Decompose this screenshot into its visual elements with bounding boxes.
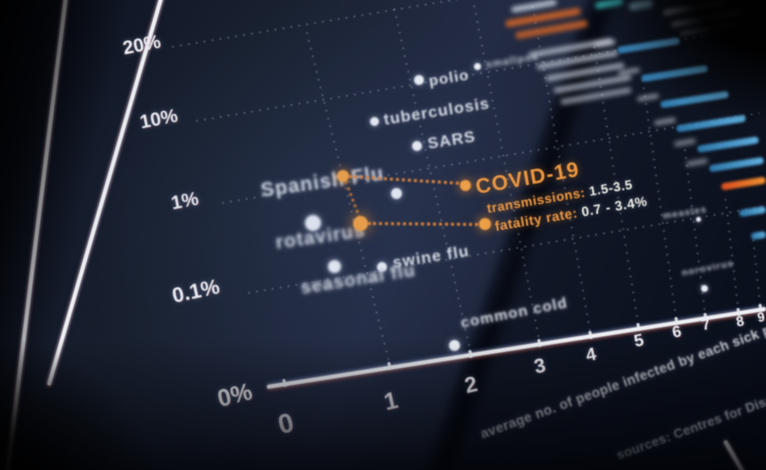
point-label-spanish-flu: Spanish Flu xyxy=(259,162,386,202)
covid-corner-dot-tr xyxy=(460,180,471,191)
y-label-1pct: 1% xyxy=(169,188,201,215)
gridline-20pct xyxy=(171,0,478,48)
data-point-measles xyxy=(696,217,701,222)
point-label-seasonal-flu: seasonal flu xyxy=(299,259,418,298)
data-point-smallpox xyxy=(474,63,481,70)
y-label-20pct: 20% xyxy=(121,31,163,60)
covid-corner-dot-br xyxy=(479,218,491,230)
covid-corner-dot-bl xyxy=(353,216,368,231)
data-point-norovirus xyxy=(701,285,708,292)
covid-range-bottom-edge xyxy=(367,222,484,227)
data-point-polio xyxy=(414,75,424,85)
tick-mark-1 xyxy=(387,361,392,371)
x-tick-1: 1 xyxy=(381,386,401,417)
point-label-polio: polio xyxy=(427,66,471,90)
y-axis-line xyxy=(46,0,164,386)
y-label-0pct: 0% xyxy=(214,378,255,413)
left-border-line xyxy=(4,0,68,470)
covid-corner-dot-tl xyxy=(337,170,349,182)
point-label-sars: SARS xyxy=(426,128,478,153)
y-label-01pct: 0.1% xyxy=(170,275,222,308)
x-tick-0: 0 xyxy=(274,407,297,440)
point-label-tuberculosis: tuberculosis xyxy=(382,95,492,129)
data-point-sars xyxy=(412,141,422,151)
gridline-x1 xyxy=(305,31,390,363)
data-point-spanish-flu xyxy=(391,188,402,199)
tick-mark-0 xyxy=(282,378,287,388)
data-point-tuberculosis xyxy=(370,117,379,126)
y-label-10pct: 10% xyxy=(138,105,180,134)
data-point-common-cold xyxy=(449,340,460,351)
